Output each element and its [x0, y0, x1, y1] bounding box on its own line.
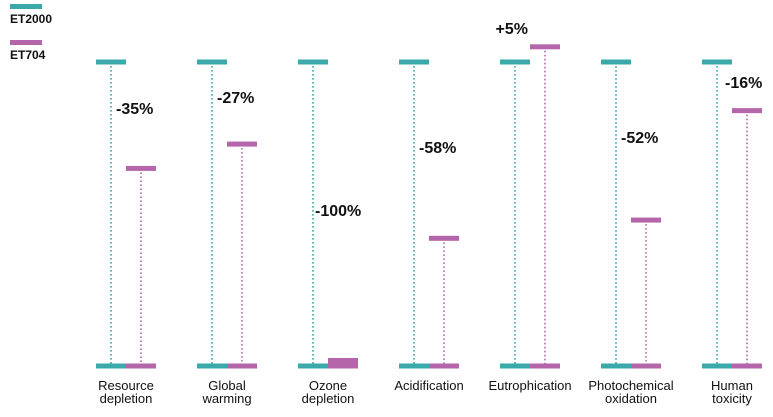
change-label: -16% [725, 75, 762, 92]
baseline-cap-et704 [732, 363, 762, 369]
x-tick-label: Acidification [394, 378, 463, 393]
change-label: +5% [496, 21, 528, 38]
baseline-cap-et704 [530, 363, 560, 369]
bar-cap-et2000 [96, 59, 126, 65]
legend-swatch-et704 [10, 40, 42, 45]
legend-label-et2000: ET2000 [10, 12, 52, 26]
x-tick-label-line: toxicity [712, 391, 752, 406]
x-tick-label-line: Acidification [394, 378, 463, 393]
change-label: -35% [116, 101, 153, 118]
x-tick-label-line: Global [208, 378, 246, 393]
baseline-cap-et704 [429, 363, 459, 369]
bar-cap-et704 [429, 235, 459, 241]
x-tick-label-line: Resource [98, 378, 154, 393]
baseline-cap-et2000 [96, 363, 126, 369]
change-label: -58% [419, 140, 456, 157]
x-tick-label-line: Photochemical [588, 378, 673, 393]
x-tick-label-line: warming [201, 391, 251, 406]
x-tick-label-line: oxidation [605, 391, 657, 406]
bar-cap-et2000 [601, 59, 631, 65]
chart-labels: -35%Resource depletion-27%Global warming-1… [98, 21, 762, 406]
bar-cap-et704 [328, 358, 358, 368]
legend-label-et704: ET704 [10, 48, 46, 62]
baseline-cap-et2000 [702, 363, 732, 369]
bar-cap-et704 [126, 165, 156, 171]
bar-cap-et2000 [500, 59, 530, 65]
legend: ET2000 ET704 [10, 4, 52, 62]
baseline-cap-et704 [227, 363, 257, 369]
bar-cap-et704 [631, 217, 661, 223]
x-tick-label: Ozone depletion [302, 378, 355, 406]
baseline-cap-et2000 [298, 363, 328, 369]
x-tick-label: Eutrophication [488, 378, 571, 393]
change-label: -52% [621, 130, 658, 147]
baseline-cap-et2000 [601, 363, 631, 369]
baseline-cap-et2000 [500, 363, 530, 369]
x-tick-label: Photochemical oxidation [588, 378, 673, 406]
bar-cap-et2000 [702, 59, 732, 65]
x-tick-label-line: Human [711, 378, 753, 393]
change-label: -27% [217, 90, 254, 107]
bar-cap-et704 [227, 141, 257, 147]
x-tick-label: Human toxicity [711, 378, 753, 406]
bar-cap-et2000 [197, 59, 227, 65]
baseline-cap-et2000 [197, 363, 227, 369]
x-tick-label-line: depletion [100, 391, 153, 406]
baseline-cap-et2000 [399, 363, 429, 369]
baseline-cap-et704 [631, 363, 661, 369]
x-tick-label-line: Ozone [309, 378, 347, 393]
x-tick-label-line: Eutrophication [488, 378, 571, 393]
bar-cap-et2000 [399, 59, 429, 65]
legend-swatch-et2000 [10, 4, 42, 9]
chart-marks [96, 44, 762, 369]
x-tick-label-line: depletion [302, 391, 355, 406]
change-label: -100% [315, 203, 361, 220]
bar-cap-et704 [732, 108, 762, 114]
x-tick-label: Global warming [201, 378, 251, 406]
bar-cap-et2000 [298, 59, 328, 65]
x-tick-label: Resource depletion [98, 378, 154, 406]
bar-cap-et704 [530, 44, 560, 50]
